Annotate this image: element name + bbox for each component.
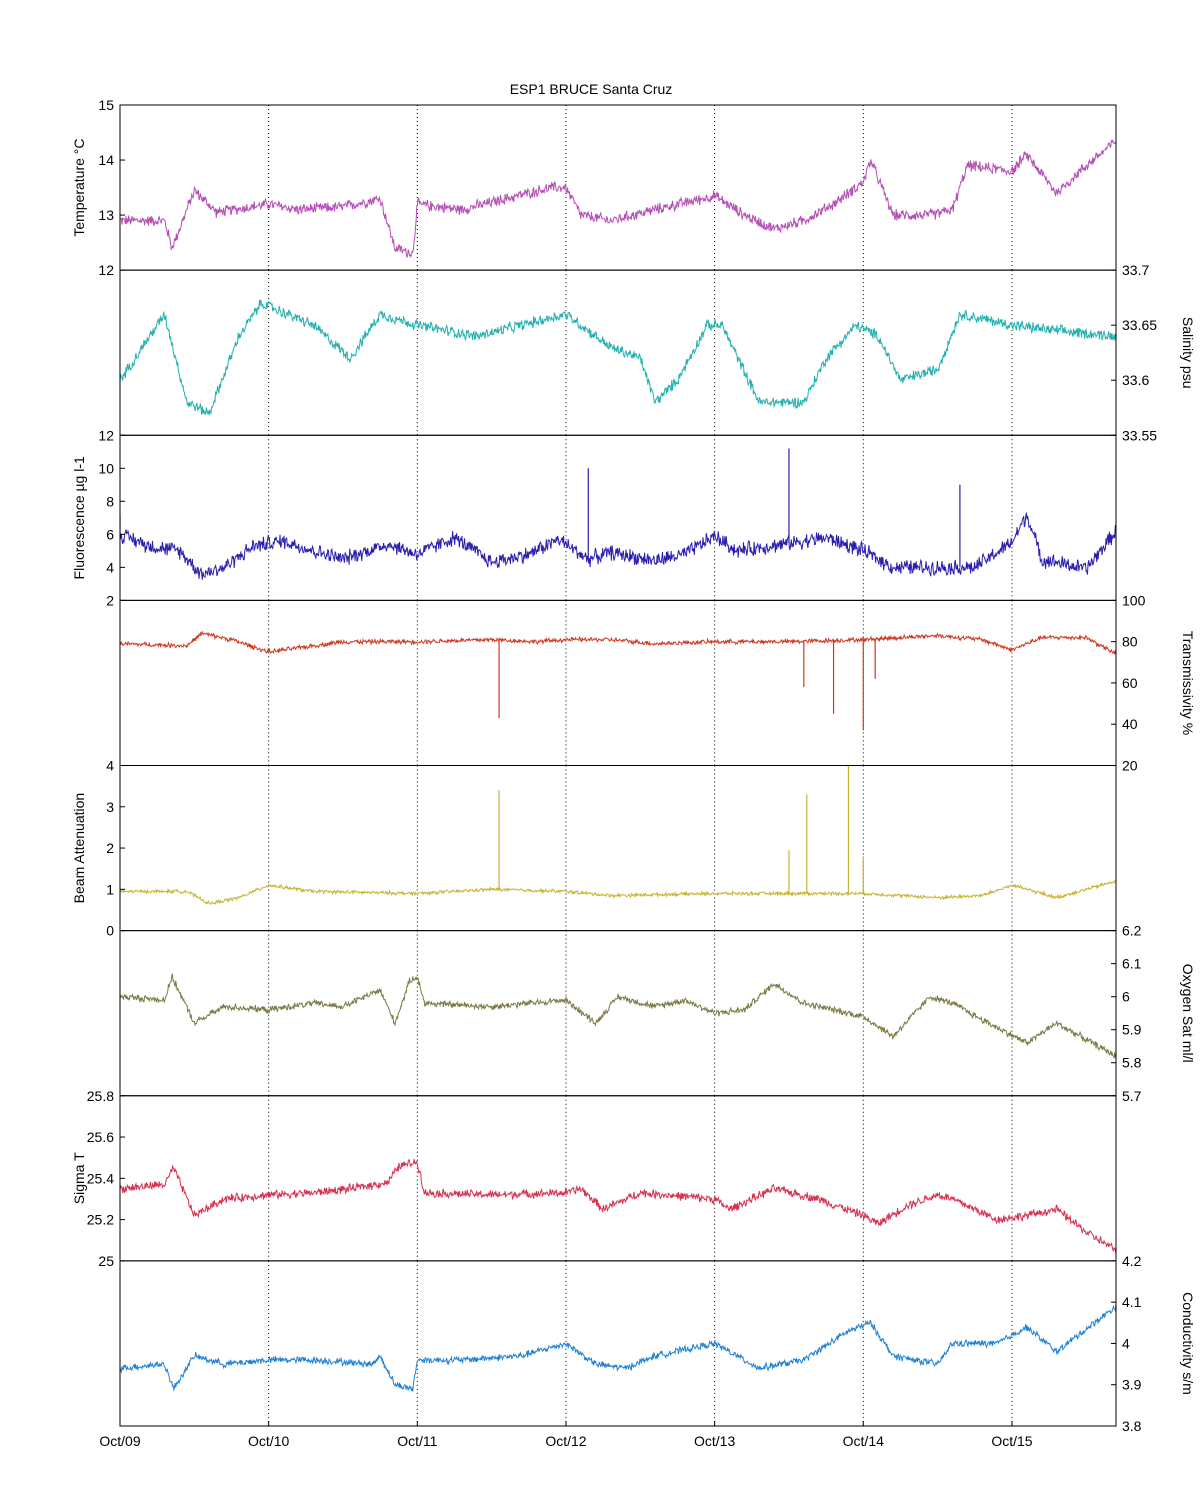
y-tick-label: 33.6	[1122, 372, 1149, 388]
panel-frame	[119, 765, 1117, 932]
y-tick-label: 25.8	[87, 1088, 114, 1104]
y-tick-label: 3	[106, 799, 114, 815]
x-tick-label: Oct/12	[545, 1433, 586, 1449]
panel-frame	[119, 1095, 1117, 1262]
y-tick-label: 6	[1122, 989, 1130, 1005]
x-tick-label: Oct/14	[843, 1433, 884, 1449]
y-tick-label: 6.1	[1122, 956, 1142, 972]
y-tick-label: 4	[1122, 1335, 1130, 1351]
series-line-conductivity	[120, 1303, 1116, 1392]
panel-frame	[119, 269, 1117, 436]
y-tick-label: 4.2	[1122, 1253, 1142, 1269]
y-tick-label: 33.7	[1122, 262, 1149, 278]
y-tick-label: 13	[98, 207, 114, 223]
x-tick-label: Oct/15	[991, 1433, 1032, 1449]
panel-frame	[119, 434, 1117, 601]
chart-title: ESP1 BRUCE Santa Cruz	[510, 81, 673, 97]
y-tick-label: 20	[1122, 758, 1138, 774]
y-tick-label: 14	[98, 152, 114, 168]
y-tick-label: 5.8	[1122, 1055, 1142, 1071]
series-line-fluorescence	[120, 512, 1116, 580]
panel-salinity: 33.55 33.6 33.65 33.7 Salinity psu	[119, 262, 1196, 443]
panel-frame	[119, 104, 1117, 271]
y-tick-label: 2	[106, 840, 114, 856]
y-axis-label: Temperature °C	[71, 138, 87, 236]
panel-sigma-t: 25 25.2 25.4 25.6 25.8 Sigma T	[71, 1088, 1117, 1269]
y-axis-label: Salinity psu	[1180, 317, 1196, 389]
y-tick-label: 12	[98, 262, 114, 278]
series-line-sigma-t	[120, 1158, 1116, 1254]
y-tick-label: 33.65	[1122, 317, 1157, 333]
y-axis-label: Conductivity s/m	[1180, 1292, 1196, 1395]
y-tick-label: 25.4	[87, 1170, 114, 1186]
series-line-transmissivity	[120, 630, 1116, 655]
y-tick-label: 25.6	[87, 1129, 114, 1145]
y-tick-label: 15	[98, 97, 114, 113]
y-tick-label: 8	[106, 493, 114, 509]
panel-frame	[119, 599, 1117, 766]
x-tick-label: Oct/11	[397, 1433, 437, 1449]
y-tick-label: 3.9	[1122, 1377, 1142, 1393]
y-tick-label: 3.8	[1122, 1418, 1142, 1434]
series-line-beam-attenuation	[120, 879, 1116, 905]
series-line-temperature	[120, 138, 1116, 259]
panel-conductivity: 3.8 3.9 4 4.1 4.2 Conductivity s/m	[119, 1253, 1196, 1434]
y-tick-label: 33.55	[1122, 427, 1157, 443]
y-tick-label: 5.9	[1122, 1022, 1142, 1038]
y-tick-label: 4.1	[1122, 1294, 1142, 1310]
y-tick-label: 2	[106, 592, 114, 608]
y-tick-label: 4	[106, 559, 114, 575]
series-line-oxygen-saturation	[120, 973, 1116, 1060]
y-axis-label: Fluorescence µg l-1	[71, 456, 87, 579]
y-tick-label: 0	[106, 923, 114, 939]
y-tick-label: 6.2	[1122, 923, 1142, 939]
y-tick-label: 1	[106, 881, 114, 897]
y-tick-label: 60	[1122, 675, 1138, 691]
y-axis-label: Oxygen Sat ml/l	[1180, 964, 1196, 1063]
y-tick-label: 25.2	[87, 1212, 114, 1228]
series-line-salinity	[120, 299, 1116, 416]
y-tick-label: 6	[106, 526, 114, 542]
y-axis-label: Beam Attenuation	[71, 793, 87, 904]
y-tick-label: 12	[98, 427, 114, 443]
panel-temperature: 12 13 14 15 Temperature °C	[71, 97, 1117, 278]
panel-fluorescence: 2 4 6 8 10 12 Fluorescence µg l-1	[71, 427, 1117, 608]
x-axis: Oct/09 Oct/10 Oct/11 Oct/12 Oct/13 Oct/14 Oct/…	[99, 1421, 1033, 1449]
x-tick-label: Oct/09	[99, 1433, 140, 1449]
y-tick-label: 10	[98, 460, 114, 476]
panel-beam-attenuation: 0 1 2 3 4 Beam Attenuation	[71, 758, 1117, 939]
y-tick-label: 40	[1122, 716, 1138, 732]
y-axis-label: Transmissivity %	[1180, 631, 1196, 736]
x-tick-label: Oct/13	[694, 1433, 735, 1449]
y-tick-label: 100	[1122, 592, 1146, 608]
y-axis-label: Sigma T	[71, 1152, 87, 1204]
x-tick-label: Oct/10	[248, 1433, 289, 1449]
y-tick-label: 4	[106, 758, 114, 774]
panel-oxygen-saturation: 5.7 5.8 5.9 6 6.1 6.2 Oxygen Sat ml/l	[119, 923, 1196, 1104]
y-tick-label: 25	[98, 1253, 114, 1269]
y-tick-label: 80	[1122, 634, 1138, 650]
y-tick-label: 5.7	[1122, 1088, 1142, 1104]
panel-transmissivity: 20 40 60 80 100 Transmissivity %	[119, 592, 1196, 774]
